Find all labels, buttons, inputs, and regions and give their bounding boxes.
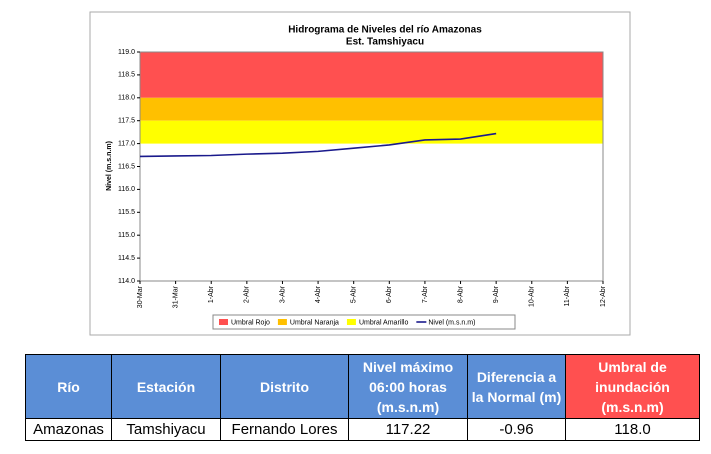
- header-cell: Río: [25, 354, 112, 419]
- x-tick-label: 8-Abr: [457, 285, 464, 303]
- x-tick-label: 3-Abr: [279, 285, 286, 303]
- data-row: Amazonas Tamshiyacu Fernando Lores 117.2…: [25, 418, 700, 441]
- cell: 118.0: [565, 418, 700, 441]
- y-tick-label: 117.5: [118, 118, 135, 125]
- cell: Amazonas: [25, 418, 112, 441]
- x-tick-label: 10-Abr: [529, 285, 536, 307]
- x-tick-label: 2-Abr: [244, 285, 251, 303]
- y-tick-label: 116.5: [118, 163, 135, 170]
- y-axis-label: Nivel (m.s.n.m): [106, 141, 113, 191]
- x-tick-label: 11-Abr: [564, 285, 571, 306]
- header-row: Río Estación Distrito Nivel máximo 06:00…: [25, 354, 700, 419]
- x-tick-label: 9-Abr: [493, 285, 500, 303]
- threshold-band: [140, 97, 603, 121]
- legend-label: Umbral Amarillo: [359, 319, 409, 326]
- y-tick-label: 114.0: [118, 278, 135, 285]
- x-tick-label: 31-Mar: [172, 285, 179, 308]
- legend-label: Umbral Naranja: [290, 319, 339, 326]
- legend-label: Umbral Rojo: [231, 319, 270, 326]
- threshold-band: [140, 120, 603, 144]
- legend-swatch: [219, 319, 228, 325]
- y-tick-label: 116.0: [118, 186, 135, 193]
- level-line: [139, 132, 497, 158]
- y-tick-label: 115.5: [118, 209, 135, 216]
- header-cell: Diferencia a la Normal (m): [467, 354, 566, 419]
- cell: -0.96: [467, 418, 566, 441]
- x-tick-label: 6-Abr: [386, 285, 393, 303]
- legend-label: Nivel (m.s.n.m): [428, 319, 475, 326]
- y-tick-label: 117.0: [118, 140, 135, 147]
- cell: Fernando Lores: [220, 418, 349, 441]
- legend-swatch: [346, 319, 356, 325]
- y-tick-label: 118.0: [118, 95, 135, 102]
- legend-box: [212, 314, 516, 330]
- x-tick-label: 4-Abr: [315, 285, 322, 303]
- header-cell: Umbral de inundación (m.s.n.m): [565, 354, 700, 419]
- header-cell: Nivel máximo 06:00 horas (m.s.n.m): [348, 354, 468, 419]
- y-tick-label: 118.5: [118, 72, 135, 79]
- x-tick-label: 30-Mar: [137, 285, 144, 308]
- y-tick-label: 119.0: [118, 49, 135, 56]
- legend-swatch: [277, 319, 287, 325]
- header-cell: Distrito: [220, 354, 349, 419]
- cell: Tamshiyacu: [111, 418, 221, 441]
- x-tick-label: 1-Abr: [208, 285, 215, 303]
- header-cell: Estación: [111, 354, 221, 419]
- x-tick-label: 12-Abr: [600, 285, 607, 307]
- threshold-band: [140, 52, 603, 98]
- chart: Hidrograma de Niveles del río Amazonas E…: [89, 11, 631, 336]
- chart-subtitle: Est. Tamshiyacu: [346, 37, 424, 48]
- y-tick-label: 115.0: [118, 232, 135, 239]
- x-tick-label: 5-Abr: [351, 285, 358, 303]
- cell: 117.22: [348, 418, 468, 441]
- summary-table: Río Estación Distrito Nivel máximo 06:00…: [25, 354, 700, 441]
- x-tick-label: 7-Abr: [422, 285, 429, 303]
- y-tick-label: 114.5: [118, 255, 135, 262]
- chart-title: Hidrograma de Niveles del río Amazonas: [288, 25, 482, 36]
